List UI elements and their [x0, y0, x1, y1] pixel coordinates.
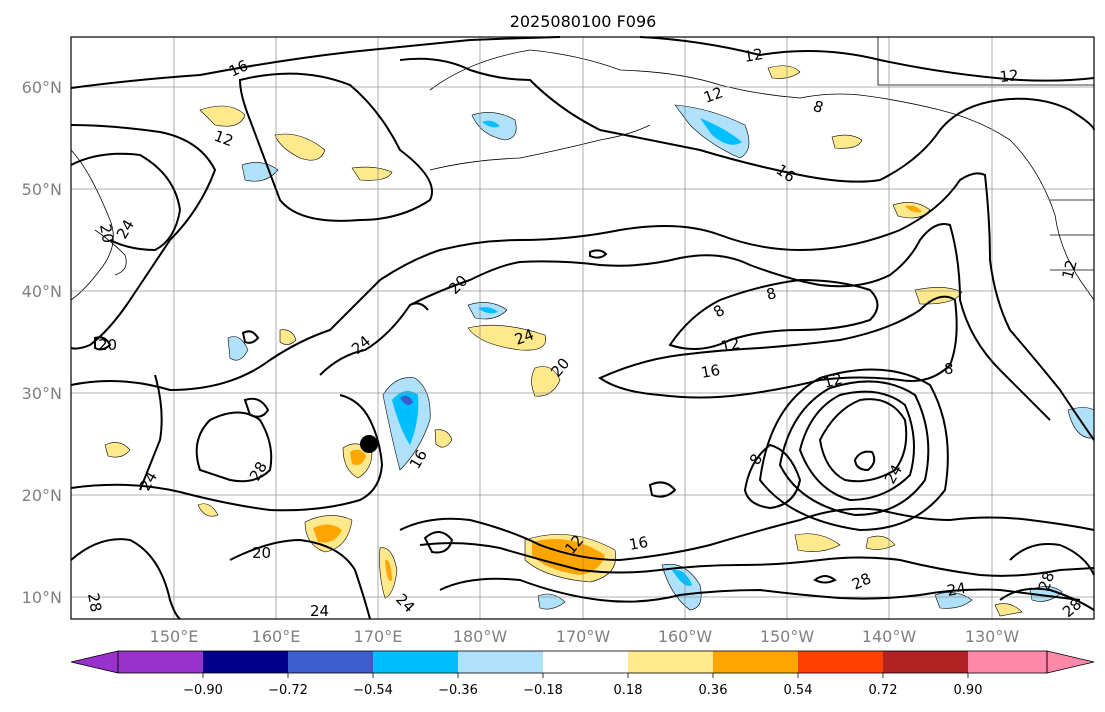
- positive-patch: [994, 603, 1023, 617]
- storm-position-marker: [360, 435, 378, 453]
- contour-label: 16: [700, 361, 722, 382]
- lon-label: 180°W: [453, 627, 508, 646]
- colorbar-segment: [713, 651, 798, 673]
- lat-label: 40°N: [22, 282, 62, 301]
- colorbar-tick-label: 0.36: [699, 683, 728, 698]
- contour-label: 20: [96, 223, 117, 245]
- colorbar-segment: [628, 651, 713, 673]
- lat-label: 50°N: [22, 180, 62, 199]
- latitude-labels: 60°N 50°N 40°N 30°N 20°N 10°N: [22, 78, 62, 607]
- map-plot-area: [71, 37, 1094, 619]
- lat-label: 10°N: [22, 588, 62, 607]
- colorbar-segment: [118, 651, 203, 673]
- contour-label: 24: [946, 579, 968, 600]
- colorbar-ticks: [202, 673, 969, 678]
- colorbar-tick-label: 0.54: [784, 683, 813, 698]
- positive-patch: [199, 105, 246, 127]
- contour-label: 8: [764, 284, 778, 304]
- contour-label: 12: [1058, 258, 1080, 281]
- colorbar: −0.90 −0.72 −0.54 −0.36 −0.18 0.18 0.36 …: [70, 650, 1095, 698]
- lon-label: 130°W: [965, 627, 1020, 646]
- positive-patch: [197, 503, 219, 517]
- negative-patch: [227, 336, 249, 361]
- colorbar-segment: [543, 651, 628, 673]
- positive-patch: [274, 133, 326, 161]
- lon-label: 150°W: [760, 627, 815, 646]
- longitude-labels: 150°E 160°E 170°E 180°W 170°W 160°W 150°…: [150, 627, 1020, 646]
- positive-patch-inner: [385, 559, 392, 581]
- positive-patch: [794, 533, 841, 552]
- colorbar-tick-label: −0.90: [183, 683, 223, 698]
- positive-patch: [279, 329, 297, 345]
- positive-patch: [434, 429, 453, 448]
- contour-label: 20: [98, 336, 117, 354]
- positive-patch-inner: [350, 449, 366, 465]
- colorbar-segment: [883, 651, 968, 673]
- lon-label: 170°W: [556, 627, 611, 646]
- lat-label: 30°N: [22, 384, 62, 403]
- positive-patch: [914, 287, 963, 305]
- contour-label: 12: [719, 334, 741, 356]
- positive-patch-inner: [905, 205, 922, 213]
- negative-patch: [537, 593, 566, 610]
- negative-patch: [241, 162, 279, 182]
- colorbar-tick-label: −0.54: [353, 683, 393, 698]
- contour-label: 28: [1035, 569, 1058, 593]
- map-frame: [70, 36, 1095, 620]
- contour-label: 24: [512, 325, 536, 348]
- contour-label: 12: [743, 45, 765, 66]
- lon-label: 140°W: [862, 627, 917, 646]
- colorbar-high-extend: [1046, 650, 1095, 674]
- lon-label: 160°W: [658, 627, 713, 646]
- colorbar-tick-label: −0.72: [268, 683, 308, 698]
- positive-patch: [104, 442, 131, 458]
- lat-label: 20°N: [22, 486, 62, 505]
- contour-label: 20: [252, 544, 271, 562]
- negative-patch: [934, 592, 973, 609]
- contour-label: 24: [310, 602, 329, 620]
- colorbar-tick-label: −0.36: [438, 683, 478, 698]
- colorbar-tick-label: 0.90: [954, 683, 983, 698]
- coastline-layer: [70, 37, 1095, 301]
- negative-patch-inner: [672, 569, 692, 586]
- contour-label: 12: [821, 370, 844, 392]
- contour-label: 8: [944, 360, 954, 378]
- figure-title: 2025080100 F096: [510, 12, 657, 31]
- contour-label: 28: [84, 592, 105, 614]
- colorbar-segment: [968, 651, 1047, 673]
- lon-label: 170°E: [354, 627, 403, 646]
- colorbar-segment: [288, 651, 373, 673]
- colorbar-tick-label: 0.72: [869, 683, 898, 698]
- contour-layer: [70, 36, 1095, 620]
- positive-patch: [865, 535, 896, 550]
- positive-patch: [351, 166, 393, 181]
- colorbar-segment: [458, 651, 543, 673]
- colorbar-tick-label: 0.18: [614, 683, 643, 698]
- positive-patch-inner: [313, 524, 342, 543]
- negative-patch-inner: [392, 391, 419, 445]
- negative-patch-inner: [482, 120, 500, 128]
- colorbar-segment: [203, 651, 288, 673]
- colorbar-segment: [798, 651, 883, 673]
- lon-label: 160°E: [252, 627, 301, 646]
- contour-label: 12: [999, 66, 1020, 86]
- positive-patch: [767, 65, 801, 79]
- colorbar-tick-label: −0.18: [523, 683, 563, 698]
- contour-label: 16: [628, 533, 650, 554]
- lon-label: 150°E: [150, 627, 199, 646]
- colorbar-frame: [117, 650, 1048, 674]
- contour-label: 12: [212, 127, 236, 150]
- negative-patch-inner: [400, 395, 413, 406]
- colorbar-segment: [373, 651, 458, 673]
- colorbar-low-extend: [70, 650, 119, 674]
- positive-patch: [467, 324, 547, 351]
- positive-patch: [831, 134, 863, 149]
- negative-patch-inner: [700, 118, 742, 145]
- lat-label: 60°N: [22, 78, 62, 97]
- contour-label: 12: [701, 83, 725, 106]
- negative-patch-inner: [478, 307, 498, 314]
